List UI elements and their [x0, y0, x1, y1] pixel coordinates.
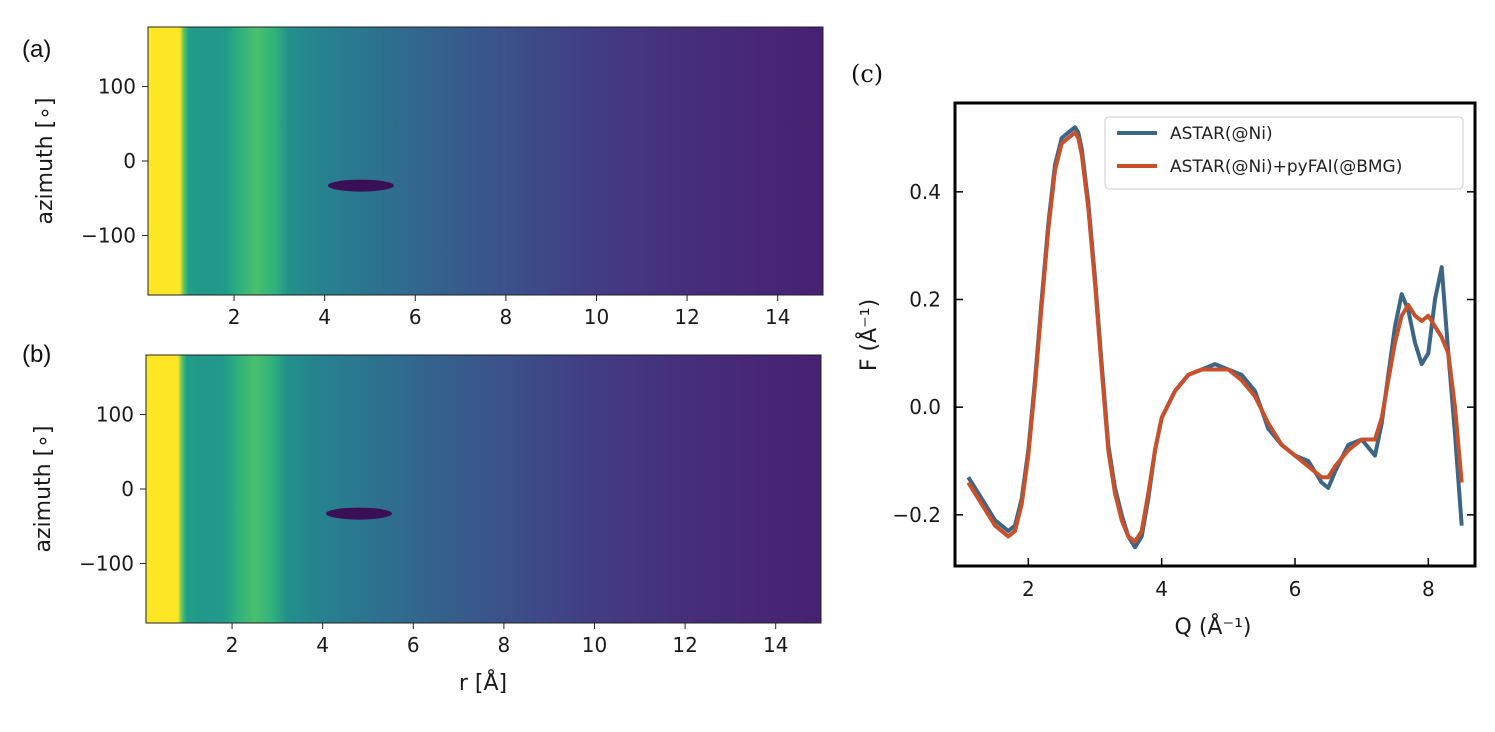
heatmap-a-xtick-label-6: 14 [765, 305, 790, 329]
line-chart-ytick-label-3: 0.4 [909, 180, 941, 204]
heatmap-b-xtick-label-1: 4 [316, 633, 329, 657]
legend-box [1104, 116, 1464, 190]
panel-c-label: (c) [851, 60, 883, 88]
line-chart-ytick-label-0: −0.2 [892, 503, 941, 527]
line-chart-ylabel: F (Å⁻¹) [855, 299, 882, 371]
heatmap-b-ytick-label-1: 0 [121, 477, 134, 501]
series-line-astar [966, 125, 1464, 550]
heatmap-a-ticks: 2 4 6 8 10 12 14 100 0 −100 [81, 75, 790, 329]
heatmap-a-ylabel: azimuth [∘] [33, 97, 58, 224]
heatmap-a-xtick-label-0: 2 [228, 305, 241, 329]
line-chart-xtick-label-0: 2 [1022, 577, 1035, 601]
heatmap-a-xtick-label-4: 10 [584, 305, 609, 329]
legend-label-astar-pyfai: ASTAR(@Ni)+pyFAI(@BMG) [1170, 157, 1402, 177]
heatmap-b-dark-spot [325, 507, 392, 520]
heatmap-b-xtick-label-6: 14 [763, 633, 788, 657]
heatmap-b-ylabel: azimuth [∘] [31, 425, 56, 552]
heatmap-a-ytick-label-2: −100 [81, 223, 136, 247]
line-chart-xtick-label-3: 8 [1422, 577, 1435, 601]
line-chart-ticks: 2 4 6 8 −0.2 0.0 0.2 0.4 [892, 180, 1475, 601]
heatmap-b-ticks: 2 4 6 8 10 12 14 100 0 −100 [79, 403, 788, 657]
line-chart-ytick-label-2: 0.2 [909, 288, 941, 312]
legend-label-astar: ASTAR(@Ni) [1170, 124, 1273, 144]
line-chart-xlabel: Q (Å⁻¹) [1175, 613, 1252, 640]
heatmap-b-xtick-label-4: 10 [582, 633, 607, 657]
heatmap-b-xlabel: r [Å] [459, 669, 507, 696]
panel-b: (b) 2 4 6 8 10 12 14 100 0 −100 azimuth [∘] r [Å] [22, 341, 822, 696]
line-chart-frame [953, 101, 1477, 568]
line-chart-ytick-label-1: 0.0 [909, 395, 941, 419]
heatmap-b-ytick-label-2: −100 [79, 551, 134, 575]
line-chart-series [966, 125, 1464, 550]
heatmap-b-ytick-label-0: 100 [96, 403, 134, 427]
heatmap-b-xtick-label-2: 6 [407, 633, 420, 657]
heatmap-a-xtick-label-2: 6 [409, 305, 422, 329]
heatmap-a-ytick-label-1: 0 [123, 149, 136, 173]
heatmap-b-xtick-label-0: 2 [226, 633, 239, 657]
heatmap-a-xtick-label-5: 12 [674, 305, 699, 329]
heatmap-a-ytick-label-0: 100 [98, 75, 136, 99]
panel-b-label: (b) [22, 341, 51, 368]
series-line-astar-pyfai [966, 130, 1464, 544]
heatmap-b-xtick-label-3: 8 [498, 633, 511, 657]
heatmap-a-dark-spot [327, 179, 394, 192]
heatmap-a-image [148, 27, 823, 295]
heatmap-b-xtick-label-5: 12 [672, 633, 697, 657]
panel-a: (a) 2 4 6 8 10 12 14 100 0 −100 azimuth [∘] [22, 26, 824, 329]
panel-c: (c) 2 4 6 8 −0.2 0.0 0.2 0.4 F (Å⁻¹) Q (Å⁻¹) AS… [851, 60, 1477, 640]
heatmap-a-xtick-label-1: 4 [318, 305, 331, 329]
line-chart-xtick-label-1: 4 [1155, 577, 1168, 601]
heatmap-a-xtick-label-3: 8 [500, 305, 513, 329]
heatmap-b-image [146, 355, 821, 623]
line-chart-xtick-label-2: 6 [1289, 577, 1302, 601]
panel-a-label: (a) [22, 36, 51, 63]
legend: ASTAR(@Ni) ASTAR(@Ni)+pyFAI(@BMG) [1104, 116, 1464, 190]
